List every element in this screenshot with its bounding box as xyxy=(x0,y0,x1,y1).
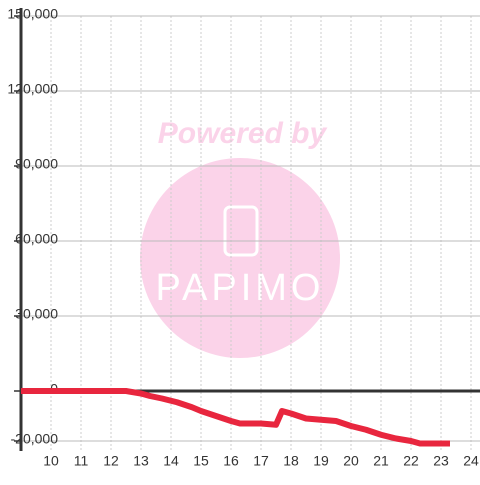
x-tick-label: 13 xyxy=(133,453,149,469)
x-tick-label: 15 xyxy=(193,453,209,469)
x-tick-label: 11 xyxy=(74,453,89,469)
y-tick-label: 30,000 xyxy=(15,306,58,322)
y-tick-label: 120,000 xyxy=(7,81,58,97)
y-tick-label: -20,000 xyxy=(11,431,59,447)
x-tick-label: 14 xyxy=(163,453,179,469)
watermark-text: PAPIMO xyxy=(156,267,325,309)
y-tick-label: 150,000 xyxy=(7,6,58,22)
watermark: Powered by PAPIMO xyxy=(140,117,340,358)
x-tick-label: 18 xyxy=(283,453,299,469)
x-tick-label: 16 xyxy=(223,453,239,469)
x-tick-label: 20 xyxy=(343,453,359,469)
x-tick-label: 22 xyxy=(403,453,419,469)
x-tick-label: 17 xyxy=(253,453,269,469)
y-tick-label: 60,000 xyxy=(15,231,58,247)
x-tick-label: 23 xyxy=(433,453,449,469)
x-tick-label: 12 xyxy=(103,453,119,469)
watermark-icon xyxy=(223,205,259,257)
x-tick-label: 10 xyxy=(43,453,59,469)
watermark-text: Powered by xyxy=(158,117,328,150)
line xyxy=(21,388,450,447)
watermark-circle xyxy=(140,158,340,358)
y-tick-label: 90,000 xyxy=(15,156,58,172)
x-tick-label: 19 xyxy=(313,453,329,469)
x-tick-label: 21 xyxy=(373,453,389,469)
x-tick-label: 24 xyxy=(463,453,479,469)
